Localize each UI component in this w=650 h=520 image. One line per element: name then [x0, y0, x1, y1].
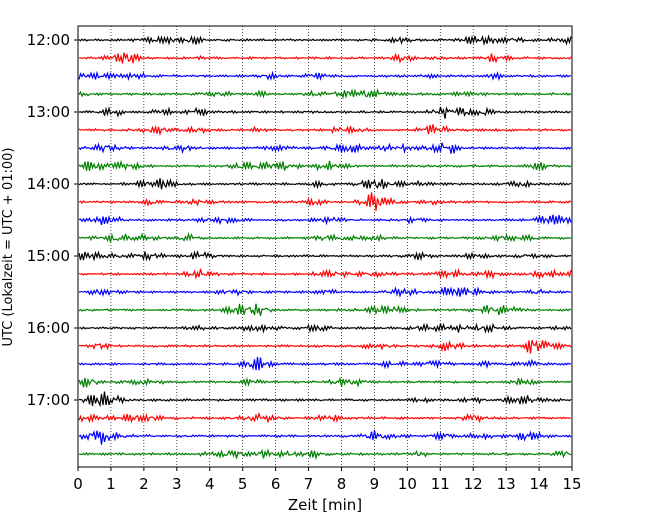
- y-tick-label: 12:00: [27, 31, 70, 49]
- x-axis-ticks: 0 1 2 3 4 5 6 7 8 9 10 11 12 13 14 15: [73, 467, 582, 493]
- y-axis-ticks: 12:00 13:00 14:00 15:00 16:00 17:00: [27, 31, 78, 409]
- y-tick-label: 14:00: [27, 175, 70, 193]
- x-tick-label: 3: [172, 475, 182, 493]
- trace-1315: [78, 124, 572, 137]
- trace-1745: [78, 448, 572, 461]
- trace-1645: [78, 376, 572, 388]
- trace-1245: [78, 88, 572, 100]
- x-tick-label: 9: [370, 475, 380, 493]
- trace-1330: [78, 142, 572, 155]
- trace-1400: [78, 177, 572, 190]
- y-tick-label: 13:00: [27, 103, 70, 121]
- seismic-traces: [78, 34, 572, 461]
- x-tick-label: 7: [304, 475, 314, 493]
- x-tick-label: 4: [205, 475, 215, 493]
- trace-1700: [78, 391, 572, 408]
- trace-1545: [78, 303, 572, 316]
- plot-frame: [77, 25, 573, 468]
- trace-1430: [78, 214, 572, 226]
- trace-1515: [78, 267, 572, 280]
- x-tick-label: 11: [431, 475, 450, 493]
- x-axis-label: Zeit [min]: [288, 496, 362, 514]
- trace-1630: [78, 356, 572, 371]
- x-tick-label: 8: [337, 475, 347, 493]
- x-tick-label: 0: [73, 475, 83, 493]
- x-tick-label: 15: [562, 475, 581, 493]
- trace-1300: [78, 106, 572, 119]
- trace-1615: [78, 339, 572, 354]
- trace-1500: [78, 250, 572, 262]
- y-tick-label: 15:00: [27, 247, 70, 265]
- trace-1200: [78, 34, 572, 47]
- trace-1530: [78, 286, 572, 299]
- x-tick-label: 2: [139, 475, 149, 493]
- trace-1230: [78, 70, 572, 82]
- trace-1215: [78, 52, 572, 64]
- x-tick-label: 5: [238, 475, 248, 493]
- y-axis-label: UTC (Lokalzeit = UTC + 01:00): [1, 148, 16, 347]
- trace-1715: [78, 411, 572, 424]
- x-tick-label: 1: [106, 475, 116, 493]
- y-tick-label: 16:00: [27, 319, 70, 337]
- trace-1445: [78, 231, 572, 243]
- trace-1600: [78, 322, 572, 334]
- x-tick-label: 10: [398, 475, 417, 493]
- x-tick-label: 6: [271, 475, 281, 493]
- trace-1730: [78, 430, 572, 445]
- x-tick-label: 14: [530, 475, 549, 493]
- trace-1415: [78, 192, 572, 211]
- trace-1345: [78, 159, 572, 172]
- y-tick-label: 17:00: [27, 391, 70, 409]
- x-tick-label: 13: [497, 475, 516, 493]
- x-tick-label: 12: [464, 475, 483, 493]
